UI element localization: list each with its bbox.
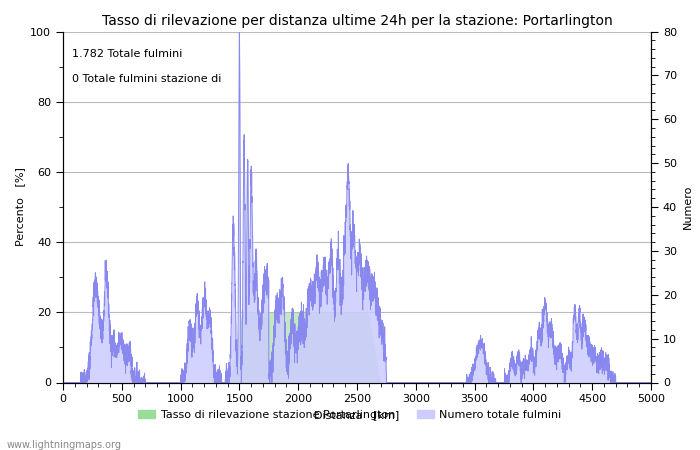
- X-axis label: Distanza   [km]: Distanza [km]: [314, 410, 400, 420]
- Y-axis label: Percento   [%]: Percento [%]: [15, 167, 24, 247]
- Legend: Tasso di rilevazione stazione Portarlington, Numero totale fulmini: Tasso di rilevazione stazione Portarling…: [134, 405, 566, 424]
- Text: 0 Totale fulmini stazione di: 0 Totale fulmini stazione di: [72, 74, 221, 84]
- Y-axis label: Numero: Numero: [682, 185, 692, 229]
- Text: www.lightningmaps.org: www.lightningmaps.org: [7, 440, 122, 450]
- Title: Tasso di rilevazione per distanza ultime 24h per la stazione: Portarlington: Tasso di rilevazione per distanza ultime…: [102, 14, 612, 27]
- Text: 1.782 Totale fulmini: 1.782 Totale fulmini: [72, 49, 182, 59]
